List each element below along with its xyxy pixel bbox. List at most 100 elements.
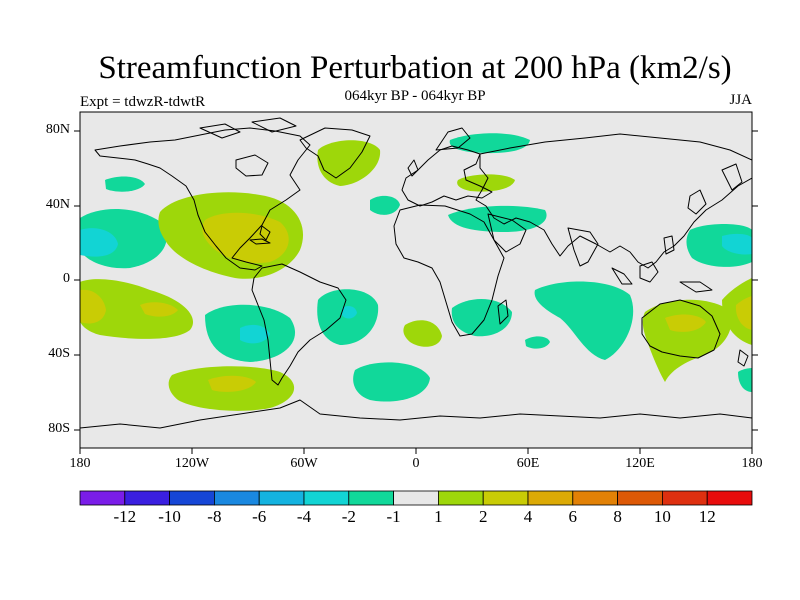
colorbar-swatch (482, 490, 529, 506)
coastlines (80, 117, 752, 429)
experiment-label: Expt = tdwzR-tdwtR (80, 94, 206, 110)
colorbar-swatch (79, 490, 126, 506)
coastline-madagascar (497, 299, 509, 325)
colorbar-swatch (213, 490, 260, 506)
anomaly-contour (353, 362, 430, 402)
colorbar-label: -4 (296, 507, 312, 526)
colorbar-swatch (303, 490, 350, 506)
colorbar-label: 10 (653, 507, 671, 526)
lat-tick-label: 40S (48, 346, 70, 361)
anomaly-contour (202, 212, 289, 264)
coastline-india (567, 227, 599, 267)
colorbar-label: 6 (568, 507, 578, 526)
coastline-cuba (249, 238, 271, 245)
lat-ticks (74, 130, 758, 431)
coastline-arctic-islands (251, 117, 297, 133)
colorbar-label: -10 (158, 507, 181, 526)
coastline-australia (641, 299, 721, 359)
colorbar-swatch (437, 490, 484, 506)
lon-tick-label: 180 (69, 456, 91, 471)
colorbar-swatch (706, 490, 753, 506)
coastline-florida (259, 225, 271, 241)
anomaly-contour (642, 299, 732, 382)
colorbar-label: -6 (252, 507, 267, 526)
lon-tick-label: 60E (516, 456, 540, 471)
coastline-north-america (94, 127, 311, 271)
colorbar-swatch (527, 490, 574, 506)
lon-ticks (79, 448, 753, 454)
colorbar-label: 12 (698, 507, 716, 526)
anomaly-contour (140, 302, 178, 317)
coastline-arabia (487, 213, 527, 253)
anomaly-contour (370, 195, 400, 215)
coastline-philippines (663, 235, 675, 255)
anomaly-contour (448, 205, 547, 232)
chart-title: Streamfunction Perturbation at 200 hPa (… (98, 50, 732, 86)
coastline-south-america (251, 263, 347, 386)
coastline-antarctica (80, 399, 752, 429)
anomaly-contour (403, 320, 442, 347)
anomaly-contour (317, 140, 381, 186)
anomaly-contour (208, 375, 256, 392)
lon-tick-label: 120W (174, 456, 210, 471)
coastline-europe (401, 145, 493, 207)
chart-subtitle: 064kyr BP - 064kyr BP (344, 88, 486, 104)
colorbar-label: -12 (113, 507, 137, 526)
coastline-scandinavia (435, 127, 471, 151)
coastline-africa (393, 204, 505, 337)
lon-tick-label: 120E (625, 456, 655, 471)
anomaly-contour (722, 233, 752, 255)
lat-tick-label: 80N (45, 122, 70, 137)
colorbar-swatch (572, 490, 618, 506)
lon-tick-label: 0 (412, 456, 420, 471)
anomaly-contour (534, 281, 634, 360)
colorbar-label: 1 (434, 507, 443, 526)
colorbar-label: -2 (341, 507, 356, 526)
anomaly-contour (342, 305, 357, 319)
anomaly-contour (735, 296, 752, 330)
coastline-greenland (299, 127, 371, 179)
coastline-kamchatka (721, 163, 743, 191)
coastline-japan (687, 189, 707, 215)
anomaly-contour (525, 336, 550, 349)
colorbar-label: 8 (613, 507, 622, 526)
anomaly-contour (80, 289, 106, 324)
lat-tick-label: 40N (45, 197, 70, 212)
map-plot-area (80, 112, 752, 448)
colorbar-label: 4 (523, 507, 533, 526)
colorbar-swatch (348, 490, 394, 506)
anomaly-fills-positive (80, 140, 752, 411)
coastline-new-zealand (737, 349, 749, 367)
colorbar-label: 2 (478, 507, 488, 526)
coastline-uk (407, 159, 419, 177)
colorbar-swatch (169, 490, 215, 506)
anomaly-contour (665, 314, 706, 332)
lon-tick-label: 180 (741, 456, 763, 471)
colorbar-swatch (258, 490, 305, 506)
colorbar-label: -1 (386, 507, 401, 526)
lon-tick-label: 60W (290, 456, 318, 471)
anomaly-contour (80, 279, 194, 339)
lat-tick-label: 80S (48, 421, 70, 436)
colorbar-swatch (393, 490, 439, 506)
colorbar-swatch (617, 490, 663, 506)
anomaly-contour (105, 176, 145, 192)
colorbar-swatch (124, 490, 171, 506)
colorbar-label: -8 (207, 507, 222, 526)
coastline-hudson-bay (235, 154, 269, 177)
anomaly-fills (80, 133, 752, 402)
anomaly-contour (240, 324, 270, 344)
anomaly-contour (80, 228, 118, 257)
coastline-asia (475, 133, 752, 269)
anomaly-contour (451, 299, 512, 337)
colorbar (79, 490, 753, 506)
colorbar-swatch (662, 490, 708, 506)
coastline-arctic-islands (199, 123, 241, 139)
coastline-sumatra (611, 267, 633, 285)
anomaly-contour (738, 368, 752, 392)
coastline-new-guinea (679, 281, 713, 293)
coastline-borneo (639, 261, 659, 283)
lat-tick-label: 0 (63, 271, 70, 286)
season-label: JJA (729, 92, 752, 108)
